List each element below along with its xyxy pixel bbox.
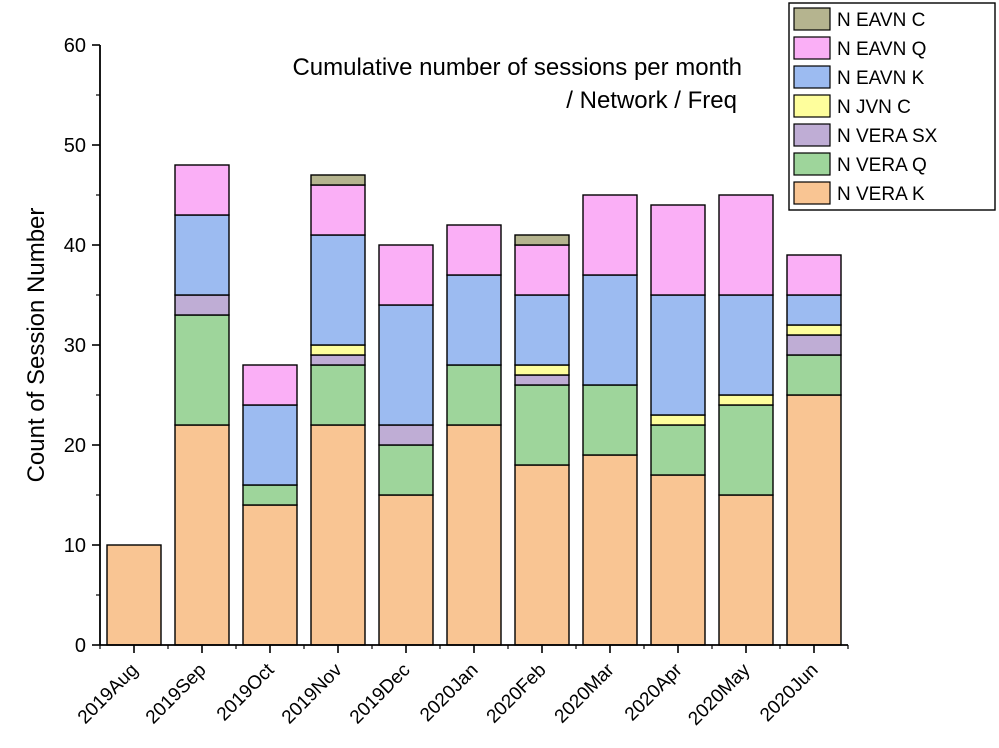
x-tick-label: 2020Jun xyxy=(756,660,822,726)
bar-segment-2020Jan-n-eavn-q xyxy=(446,224,502,276)
legend-label: N EAVN Q xyxy=(837,39,926,60)
bar-segment-2020Jun-n-eavn-q xyxy=(786,254,842,296)
bar-segment-2019Sep-n-eavn-q xyxy=(174,164,230,216)
bar-segment-2019Dec-n-vera-k xyxy=(378,494,434,646)
x-tick-label: 2019Sep xyxy=(142,660,211,729)
legend-label: N VERA Q xyxy=(837,155,927,176)
x-tick-label: 2019Dec xyxy=(346,660,415,729)
y-tick-label: 0 xyxy=(75,635,86,657)
bar-segment-2020Feb-n-eavn-q xyxy=(514,244,570,296)
bar-segment-2019Nov-n-vera-k xyxy=(310,424,366,646)
bar-segment-2019Nov-n-vera-sx xyxy=(310,354,366,366)
bar-segment-2020Mar-n-vera-q xyxy=(582,384,638,456)
x-tick-label: 2020Feb xyxy=(483,660,551,728)
legend-swatch xyxy=(793,7,831,31)
bar-segment-2020Feb-n-vera-k xyxy=(514,464,570,646)
bar-segment-2019Nov-n-jvn-c xyxy=(310,344,366,356)
bar-segment-2019Dec-n-vera-q xyxy=(378,444,434,496)
bar-segment-2020Mar-n-eavn-q xyxy=(582,194,638,276)
bar-segment-2019Aug-n-vera-k xyxy=(106,544,162,646)
bar-segment-2020Apr-n-vera-q xyxy=(650,424,706,476)
bar-segment-2020Apr-n-vera-k xyxy=(650,474,706,646)
bar-segment-2020Apr-n-eavn-q xyxy=(650,204,706,296)
bar-segment-2020Jan-n-vera-k xyxy=(446,424,502,646)
bar-segment-2020May-n-jvn-c xyxy=(718,394,774,406)
bar-segment-2020Feb-n-eavn-k xyxy=(514,294,570,366)
chart-title-line-2: / Network / Freq xyxy=(566,87,737,114)
bar-segment-2020Mar-n-vera-k xyxy=(582,454,638,646)
bar-segment-2019Sep-n-vera-k xyxy=(174,424,230,646)
legend-swatch xyxy=(793,181,831,205)
bar-segment-2020Jun-n-eavn-k xyxy=(786,294,842,326)
bar-segment-2020May-n-eavn-k xyxy=(718,294,774,396)
y-tick-label: 30 xyxy=(64,335,86,357)
x-tick-label: 2020Apr xyxy=(621,659,687,725)
y-tick-label: 40 xyxy=(64,235,86,257)
x-tick-label: 2020Mar xyxy=(551,659,619,727)
legend-label: N VERA K xyxy=(837,184,925,205)
bar-segment-2019Oct-n-eavn-q xyxy=(242,364,298,406)
bar-segment-2020Feb-n-vera-q xyxy=(514,384,570,466)
x-tick-label: 2019Aug xyxy=(74,660,143,729)
legend-label: N EAVN C xyxy=(837,10,925,31)
bar-segment-2019Nov-n-eavn-c xyxy=(310,174,366,186)
bar-segment-2020Feb-n-jvn-c xyxy=(514,364,570,376)
bar-segment-2019Nov-n-vera-q xyxy=(310,364,366,426)
bar-segment-2019Oct-n-eavn-k xyxy=(242,404,298,486)
x-tick-label: 2020May xyxy=(684,659,754,729)
bar-segment-2020May-n-vera-q xyxy=(718,404,774,496)
legend-swatch xyxy=(793,36,831,60)
bar-segment-2019Nov-n-eavn-k xyxy=(310,234,366,346)
bar-segment-2019Sep-n-vera-sx xyxy=(174,294,230,316)
legend: N EAVN C N EAVN Q N EAVN K N JVN C N VERA SX… xyxy=(788,2,996,211)
legend-label: N VERA SX xyxy=(837,126,938,147)
bar-segment-2019Sep-n-vera-q xyxy=(174,314,230,426)
bar-segment-2020Apr-n-eavn-k xyxy=(650,294,706,416)
bar-segment-2019Nov-n-eavn-q xyxy=(310,184,366,236)
y-tick-label: 20 xyxy=(64,435,86,457)
bar-segment-2020Jan-n-vera-q xyxy=(446,364,502,426)
bar-segment-2020Feb-n-eavn-c xyxy=(514,234,570,246)
legend-label: N JVN C xyxy=(837,97,911,118)
bar-segment-2020Feb-n-vera-sx xyxy=(514,374,570,386)
bar-segment-2019Dec-n-eavn-k xyxy=(378,304,434,426)
legend-label: N EAVN K xyxy=(837,68,925,89)
legend-swatch xyxy=(793,123,831,147)
legend-swatch xyxy=(793,65,831,89)
y-tick-label: 10 xyxy=(64,535,86,557)
bar-segment-2020May-n-vera-k xyxy=(718,494,774,646)
legend-swatch xyxy=(793,152,831,176)
bar-segment-2019Oct-n-vera-q xyxy=(242,484,298,506)
bar-segment-2020Jun-n-vera-k xyxy=(786,394,842,646)
legend-swatch xyxy=(793,94,831,118)
chart-title-line-1: Cumulative number of sessions per month xyxy=(292,54,742,81)
y-axis-label: Count of Session Number xyxy=(23,208,50,483)
y-tick-label: 50 xyxy=(64,135,86,157)
x-tick-label: 2019Nov xyxy=(278,659,347,728)
bar-segment-2020Jun-n-vera-sx xyxy=(786,334,842,356)
bar-segment-2020Apr-n-jvn-c xyxy=(650,414,706,426)
bar-segment-2019Dec-n-vera-sx xyxy=(378,424,434,446)
bar-segment-2020Jan-n-eavn-k xyxy=(446,274,502,366)
bars-layer xyxy=(106,164,842,646)
bar-segment-2020May-n-eavn-q xyxy=(718,194,774,296)
x-tick-label: 2020Jan xyxy=(416,660,482,726)
bar-segment-2020Mar-n-eavn-k xyxy=(582,274,638,386)
x-tick-label: 2019Oct xyxy=(213,659,279,725)
bar-segment-2019Oct-n-vera-k xyxy=(242,504,298,646)
bar-segment-2020Jun-n-vera-q xyxy=(786,354,842,396)
y-tick-label: 60 xyxy=(64,35,86,57)
bar-segment-2019Sep-n-eavn-k xyxy=(174,214,230,296)
bar-segment-2020Jun-n-jvn-c xyxy=(786,324,842,336)
bar-segment-2019Dec-n-eavn-q xyxy=(378,244,434,306)
